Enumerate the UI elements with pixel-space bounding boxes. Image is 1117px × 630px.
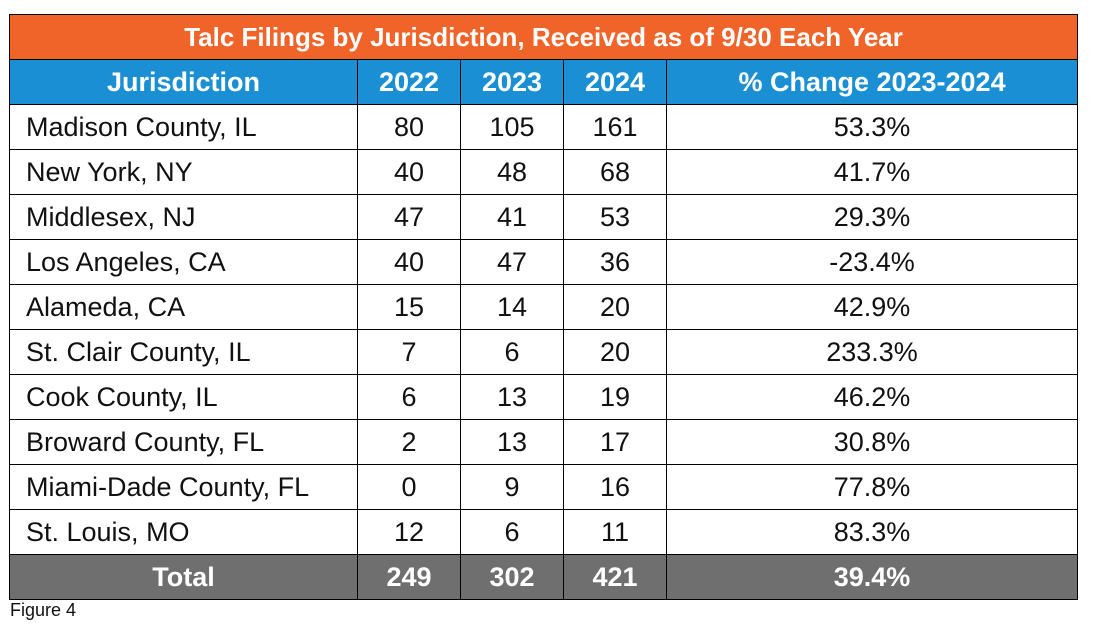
cell-2022: 80 bbox=[357, 104, 461, 150]
total-row: Total 249 302 421 39.4% bbox=[9, 554, 1079, 600]
cell-2023: 14 bbox=[460, 284, 564, 330]
table-row: St. Clair County, IL 7 6 20 233.3% bbox=[9, 329, 1079, 375]
cell-2022: 7 bbox=[357, 329, 461, 375]
table-row: New York, NY 40 48 68 41.7% bbox=[9, 149, 1079, 195]
table-row: Cook County, IL 6 13 19 46.2% bbox=[9, 374, 1079, 420]
total-pct-change: 39.4% bbox=[665, 554, 1079, 600]
table-row: Madison County, IL 80 105 161 53.3% bbox=[9, 104, 1079, 150]
header-2023: 2023 bbox=[460, 59, 564, 105]
cell-2024: 20 bbox=[563, 329, 667, 375]
cell-2024: 16 bbox=[563, 464, 667, 510]
header-2022: 2022 bbox=[357, 59, 461, 105]
table-title: Talc Filings by Jurisdiction, Received a… bbox=[8, 14, 1079, 60]
cell-2022: 40 bbox=[357, 149, 461, 195]
cell-pct-change: 30.8% bbox=[665, 419, 1079, 465]
header-2024: 2024 bbox=[563, 59, 667, 105]
cell-2024: 11 bbox=[563, 509, 667, 555]
total-2023: 302 bbox=[460, 554, 564, 600]
cell-pct-change: 83.3% bbox=[665, 509, 1079, 555]
header-pct-change: % Change 2023-2024 bbox=[665, 59, 1079, 105]
cell-pct-change: 77.8% bbox=[665, 464, 1079, 510]
table-row: Broward County, FL 2 13 17 30.8% bbox=[9, 419, 1079, 465]
cell-jurisdiction: Miami-Dade County, FL bbox=[9, 464, 358, 510]
cell-2023: 41 bbox=[460, 194, 564, 240]
table-row: Middlesex, NJ 47 41 53 29.3% bbox=[9, 194, 1079, 240]
cell-jurisdiction: Middlesex, NJ bbox=[9, 194, 358, 240]
cell-jurisdiction: Cook County, IL bbox=[9, 374, 358, 420]
cell-2022: 2 bbox=[357, 419, 461, 465]
cell-pct-change: 46.2% bbox=[665, 374, 1079, 420]
cell-2023: 9 bbox=[460, 464, 564, 510]
table-row: Miami-Dade County, FL 0 9 16 77.8% bbox=[9, 464, 1079, 510]
cell-jurisdiction: Broward County, FL bbox=[9, 419, 358, 465]
cell-jurisdiction: Alameda, CA bbox=[9, 284, 358, 330]
cell-jurisdiction: St. Louis, MO bbox=[9, 509, 358, 555]
cell-2024: 19 bbox=[563, 374, 667, 420]
cell-jurisdiction: Madison County, IL bbox=[9, 104, 358, 150]
cell-2022: 15 bbox=[357, 284, 461, 330]
cell-jurisdiction: St. Clair County, IL bbox=[9, 329, 358, 375]
cell-2024: 20 bbox=[563, 284, 667, 330]
header-row: Jurisdiction 2022 2023 2024 % Change 202… bbox=[9, 59, 1079, 105]
header-jurisdiction: Jurisdiction bbox=[9, 59, 358, 105]
table-row: St. Louis, MO 12 6 11 83.3% bbox=[9, 509, 1079, 555]
figure-caption: Figure 4 bbox=[10, 600, 77, 620]
cell-pct-change: -23.4% bbox=[665, 239, 1079, 285]
total-2024: 421 bbox=[563, 554, 667, 600]
cell-2023: 6 bbox=[460, 509, 564, 555]
cell-2023: 105 bbox=[460, 104, 564, 150]
cell-pct-change: 42.9% bbox=[665, 284, 1079, 330]
cell-2023: 47 bbox=[460, 239, 564, 285]
cell-2022: 47 bbox=[357, 194, 461, 240]
cell-pct-change: 41.7% bbox=[665, 149, 1079, 195]
cell-2023: 13 bbox=[460, 374, 564, 420]
total-label: Total bbox=[9, 554, 358, 600]
cell-2023: 6 bbox=[460, 329, 564, 375]
cell-2022: 40 bbox=[357, 239, 461, 285]
cell-pct-change: 29.3% bbox=[665, 194, 1079, 240]
table-row: Los Angeles, CA 40 47 36 -23.4% bbox=[9, 239, 1079, 285]
cell-2024: 68 bbox=[563, 149, 667, 195]
cell-jurisdiction: New York, NY bbox=[9, 149, 358, 195]
cell-2024: 36 bbox=[563, 239, 667, 285]
cell-pct-change: 53.3% bbox=[665, 104, 1079, 150]
cell-2024: 17 bbox=[563, 419, 667, 465]
cell-2023: 48 bbox=[460, 149, 564, 195]
cell-2024: 161 bbox=[563, 104, 667, 150]
cell-2024: 53 bbox=[563, 194, 667, 240]
cell-2022: 0 bbox=[357, 464, 461, 510]
cell-2023: 13 bbox=[460, 419, 564, 465]
cell-pct-change: 233.3% bbox=[665, 329, 1079, 375]
cell-2022: 12 bbox=[357, 509, 461, 555]
table-row: Alameda, CA 15 14 20 42.9% bbox=[9, 284, 1079, 330]
total-2022: 249 bbox=[357, 554, 461, 600]
cell-jurisdiction: Los Angeles, CA bbox=[9, 239, 358, 285]
cell-2022: 6 bbox=[357, 374, 461, 420]
talc-filings-table: Talc Filings by Jurisdiction, Received a… bbox=[8, 14, 1079, 600]
